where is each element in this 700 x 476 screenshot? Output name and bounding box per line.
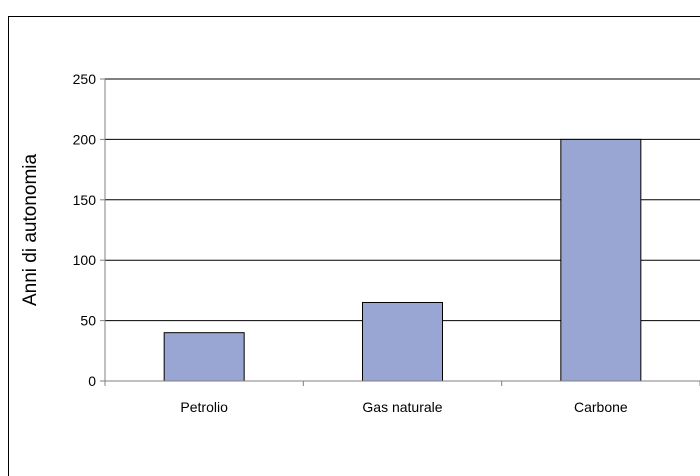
y-tick-label-0: 0 — [88, 373, 96, 389]
y-tick-label-50: 50 — [80, 313, 96, 329]
y-axis-title: Anni di autonomia — [20, 154, 41, 307]
y-tick-labels: 0 50 100 150 200 250 — [73, 71, 97, 389]
chart-frame — [8, 16, 700, 476]
bar-gas-naturale — [362, 301, 443, 382]
y-tick-label-200: 200 — [73, 131, 97, 147]
x-tick-label-petrolio: Petrolio — [180, 399, 228, 415]
x-tick-labels: Petrolio Gas naturale Carbone — [180, 399, 627, 415]
bars — [163, 138, 642, 382]
y-tick-label-250: 250 — [73, 71, 97, 87]
x-tick-label-gas-naturale: Gas naturale — [362, 399, 442, 415]
y-tick-label-100: 100 — [73, 252, 97, 268]
y-tick-label-150: 150 — [73, 192, 97, 208]
axes — [100, 78, 700, 386]
x-tick-label-carbone: Carbone — [574, 399, 628, 415]
bar-carbone — [560, 138, 642, 382]
bar-petrolio — [163, 332, 245, 382]
bar-chart: 0 50 100 150 200 250 Petrolio Gas naturale Carb… — [20, 71, 700, 415]
